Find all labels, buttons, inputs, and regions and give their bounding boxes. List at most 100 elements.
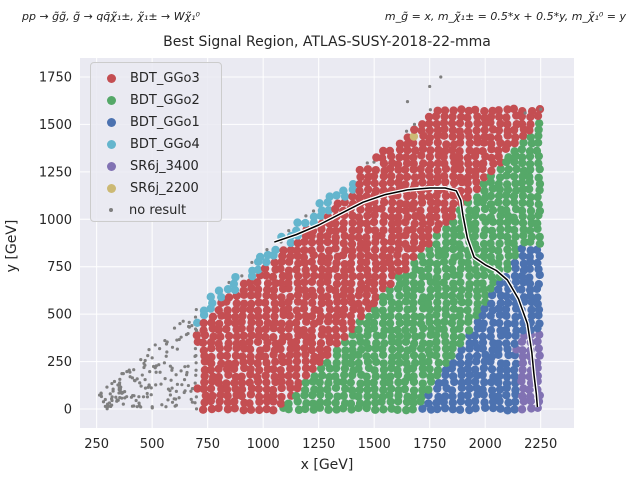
point-bdt-ggo3 xyxy=(409,199,419,208)
point-bdt-ggo2 xyxy=(525,226,535,235)
point-bdt-ggo2 xyxy=(527,139,537,148)
point-bdt-ggo3 xyxy=(363,165,373,174)
point-bdt-ggo3 xyxy=(494,112,504,122)
point-bdt-ggo2 xyxy=(409,392,419,401)
point-no-result xyxy=(137,401,141,405)
point-bdt-ggo3 xyxy=(291,318,301,328)
point-bdt-ggo2 xyxy=(518,218,528,228)
point-bdt-ggo3 xyxy=(237,385,247,394)
point-bdt-ggo2 xyxy=(480,186,489,196)
point-bdt-ggo2 xyxy=(433,366,443,375)
point-bdt-ggo1 xyxy=(525,292,535,301)
x-tick-label: 750 xyxy=(195,437,220,452)
point-bdt-ggo3 xyxy=(284,357,293,367)
point-no-result xyxy=(186,383,191,388)
point-bdt-ggo3 xyxy=(301,371,311,380)
point-bdt-ggo2 xyxy=(418,379,427,388)
point-bdt-ggo4 xyxy=(199,306,209,315)
point-bdt-ggo3 xyxy=(284,371,293,381)
point-bdt-ggo1 xyxy=(494,392,503,401)
point-bdt-ggo3 xyxy=(494,126,504,135)
point-bdt-ggo2 xyxy=(441,231,451,240)
legend: BDT_GGo3 BDT_GGo2 BDT_GGo1 BDT_GGo4 SR6j… xyxy=(90,62,222,222)
point-bdt-ggo2 xyxy=(432,231,441,240)
point-bdt-ggo2 xyxy=(479,270,489,280)
point-bdt-ggo3 xyxy=(270,312,279,321)
point-bdt-ggo2 xyxy=(379,372,389,381)
point-bdt-ggo1 xyxy=(503,319,512,328)
point-bdt-ggo3 xyxy=(262,385,272,394)
point-bdt-ggo2 xyxy=(447,351,456,360)
point-bdt-ggo1 xyxy=(433,404,442,414)
point-bdt-ggo3 xyxy=(331,286,340,295)
point-no-result xyxy=(194,407,199,411)
point-no-result xyxy=(130,404,135,408)
point-bdt-ggo2 xyxy=(378,319,388,328)
point-sr6j-3400 xyxy=(517,372,527,381)
point-no-result xyxy=(154,370,158,374)
point-bdt-ggo2 xyxy=(455,240,464,249)
point-bdt-ggo3 xyxy=(324,325,333,335)
point-sr6j-3400 xyxy=(534,344,543,353)
point-bdt-ggo1 xyxy=(478,311,487,320)
point-bdt-ggo2 xyxy=(348,345,357,355)
point-no-result xyxy=(118,381,122,385)
point-bdt-ggo3 xyxy=(494,152,503,161)
point-no-result xyxy=(175,338,179,342)
point-bdt-ggo3 xyxy=(284,278,293,288)
point-bdt-ggo3 xyxy=(299,253,309,262)
point-bdt-ggo2 xyxy=(456,278,465,287)
point-bdt-ggo3 xyxy=(270,318,280,328)
point-bdt-ggo2 xyxy=(463,258,472,267)
point-bdt-ggo1 xyxy=(480,378,489,387)
point-bdt-ggo1 xyxy=(472,351,482,361)
point-bdt-ggo3 xyxy=(308,364,317,373)
point-bdt-ggo2 xyxy=(394,385,403,395)
point-no-result xyxy=(404,129,409,133)
point-bdt-ggo2 xyxy=(432,240,441,249)
point-bdt-ggo2 xyxy=(370,306,380,315)
point-bdt-ggo3 xyxy=(480,113,489,123)
point-no-result xyxy=(145,395,150,399)
x-tick-label: 500 xyxy=(140,437,165,452)
point-bdt-ggo2 xyxy=(308,399,318,408)
point-bdt-ggo2 xyxy=(394,338,403,347)
point-bdt-ggo3 xyxy=(268,272,278,282)
point-bdt-ggo2 xyxy=(486,191,496,201)
point-no-result xyxy=(170,366,174,370)
point-bdt-ggo2 xyxy=(448,237,458,247)
point-bdt-ggo3 xyxy=(231,319,240,328)
point-bdt-ggo2 xyxy=(494,191,504,201)
point-bdt-ggo3 xyxy=(409,252,418,262)
point-no-result xyxy=(140,373,144,377)
point-bdt-ggo2 xyxy=(518,153,527,162)
point-bdt-ggo3 xyxy=(369,286,379,295)
point-bdt-ggo2 xyxy=(416,266,426,276)
point-bdt-ggo3 xyxy=(357,279,366,288)
point-bdt-ggo2 xyxy=(535,232,544,242)
point-bdt-ggo3 xyxy=(277,352,287,361)
point-no-result xyxy=(132,378,137,383)
point-bdt-ggo2 xyxy=(512,164,521,174)
point-bdt-ggo2 xyxy=(525,159,535,169)
point-bdt-ggo3 xyxy=(255,392,264,401)
point-bdt-ggo3 xyxy=(316,278,325,288)
point-bdt-ggo3 xyxy=(432,212,441,222)
point-bdt-ggo3 xyxy=(355,186,364,196)
x-tick-label: 2000 xyxy=(469,437,502,452)
point-bdt-ggo1 xyxy=(418,404,427,413)
point-bdt-ggo3 xyxy=(302,292,311,301)
point-bdt-ggo2 xyxy=(332,358,341,368)
x-tick-label: 1250 xyxy=(302,437,335,452)
point-no-result xyxy=(143,358,147,363)
point-bdt-ggo1 xyxy=(463,391,472,400)
point-bdt-ggo1 xyxy=(525,279,535,288)
legend-marker-sr6j-3400 xyxy=(107,161,116,171)
point-bdt-ggo3 xyxy=(317,298,326,308)
point-bdt-ggo3 xyxy=(223,312,232,321)
point-bdt-ggo2 xyxy=(534,159,543,168)
point-bdt-ggo2 xyxy=(402,312,411,322)
point-bdt-ggo3 xyxy=(349,305,358,314)
point-bdt-ggo3 xyxy=(206,365,215,375)
legend-label-bdt-ggo2: BDT_GGo2 xyxy=(130,92,200,108)
